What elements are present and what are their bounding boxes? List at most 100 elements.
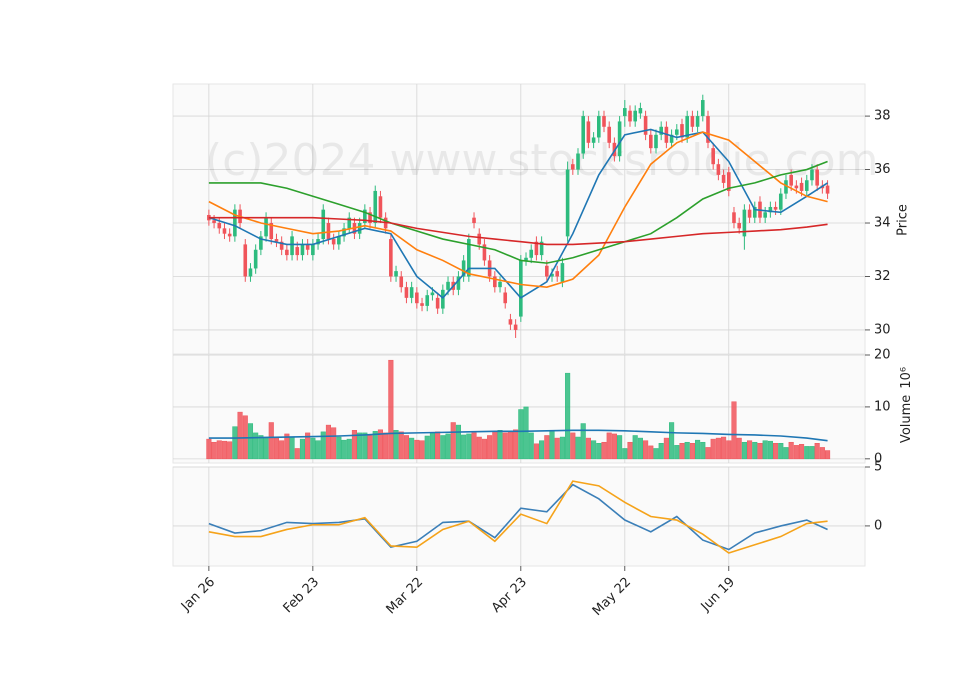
- volume-bar: [341, 439, 347, 460]
- candle-body: [581, 116, 586, 154]
- volume-bar: [388, 359, 394, 460]
- volume-bar: [617, 435, 623, 460]
- volume-bar: [611, 433, 617, 460]
- volume-bar: [710, 438, 716, 460]
- candle-body: [555, 271, 560, 277]
- volume-bar: [778, 443, 784, 460]
- volume-bar: [232, 426, 238, 460]
- candle-body: [467, 239, 471, 277]
- candle-body: [690, 116, 695, 127]
- candle-body: [243, 244, 248, 277]
- candle-body: [529, 249, 534, 258]
- volume-bar: [461, 434, 467, 460]
- candle-body: [700, 100, 705, 117]
- volume-bar: [325, 424, 332, 460]
- volume-bar: [310, 437, 316, 460]
- volume-bar: [731, 401, 737, 460]
- candle-body: [685, 116, 689, 138]
- x-tick-label: Jan 26: [178, 575, 218, 615]
- volume-bar: [294, 448, 300, 460]
- x-tick-label: Apr 23: [489, 575, 530, 616]
- candle-body: [477, 233, 482, 245]
- candle-body: [347, 217, 352, 229]
- candle-body: [602, 116, 606, 127]
- volume-bar: [362, 432, 368, 460]
- candle-body: [253, 249, 258, 269]
- volume-bar: [752, 441, 758, 460]
- volume-bar: [383, 432, 389, 460]
- candle-body: [482, 244, 487, 261]
- x-tick-label: May 22: [590, 575, 634, 619]
- candle-body: [456, 276, 461, 290]
- volume-bar: [221, 440, 228, 460]
- volume-bar: [653, 448, 659, 460]
- candle-body: [789, 174, 793, 186]
- candle-body: [643, 116, 648, 135]
- volume-bar: [596, 443, 602, 460]
- candle-body: [357, 223, 362, 234]
- candle-body: [519, 260, 523, 317]
- candle-body: [804, 180, 809, 191]
- volume-bar: [331, 427, 337, 460]
- candle-body: [461, 260, 466, 277]
- candle-body: [399, 276, 404, 288]
- volume-bar: [700, 441, 706, 460]
- candle-body: [404, 287, 409, 298]
- volume-bar: [767, 440, 773, 460]
- volume-bar: [409, 437, 415, 460]
- candle-body: [545, 265, 549, 277]
- candle-body: [752, 206, 757, 218]
- volume-bar: [580, 423, 586, 460]
- candle-body: [726, 172, 731, 191]
- candle-body: [794, 185, 799, 189]
- volume-bar: [523, 406, 529, 460]
- candle-body: [321, 209, 326, 240]
- price-line: [208, 216, 828, 246]
- volume-bar: [773, 443, 779, 460]
- candle-body: [233, 209, 237, 237]
- volume-bar: [544, 435, 550, 460]
- candle-body: [586, 121, 591, 143]
- candle-body: [623, 108, 627, 117]
- volume-bar: [799, 444, 805, 460]
- volume-bar: [585, 437, 591, 460]
- candle-body: [269, 223, 274, 240]
- volume-bar: [419, 440, 425, 460]
- volume-bar: [513, 429, 519, 460]
- y-tick-label: 0: [874, 518, 882, 533]
- candle-body: [576, 153, 580, 170]
- candle-body: [591, 137, 596, 143]
- volume-bar: [258, 435, 264, 460]
- volume-bar: [507, 431, 513, 460]
- volume-bar: [643, 440, 649, 460]
- volume-bar: [570, 432, 576, 460]
- candle-body: [409, 287, 414, 298]
- x-tick-label: Mar 22: [384, 575, 427, 618]
- candle-body: [305, 244, 310, 250]
- volume-bar: [783, 447, 789, 460]
- volume-bar: [497, 430, 503, 460]
- volume-bar: [492, 431, 498, 460]
- volume-bar: [648, 445, 654, 460]
- candle-body: [217, 223, 222, 229]
- volume-bar: [393, 430, 399, 460]
- candle-body: [337, 236, 341, 245]
- candle-body: [285, 249, 289, 256]
- volume-bar: [809, 446, 815, 460]
- volume-bar: [825, 450, 831, 460]
- volume-bar: [315, 440, 321, 460]
- candle-body: [778, 193, 783, 210]
- price-panel: [172, 83, 866, 355]
- volume-bar: [450, 422, 456, 460]
- volume-bar: [622, 448, 628, 460]
- volume-bar: [455, 424, 461, 460]
- candle-body: [617, 121, 622, 157]
- candle-body: [695, 116, 700, 127]
- volume-bar: [518, 409, 524, 460]
- volume-bar: [762, 440, 768, 460]
- volume-bar: [351, 430, 357, 460]
- volume-bar: [757, 443, 763, 460]
- candle-body: [441, 289, 445, 309]
- volume-bar: [705, 447, 711, 460]
